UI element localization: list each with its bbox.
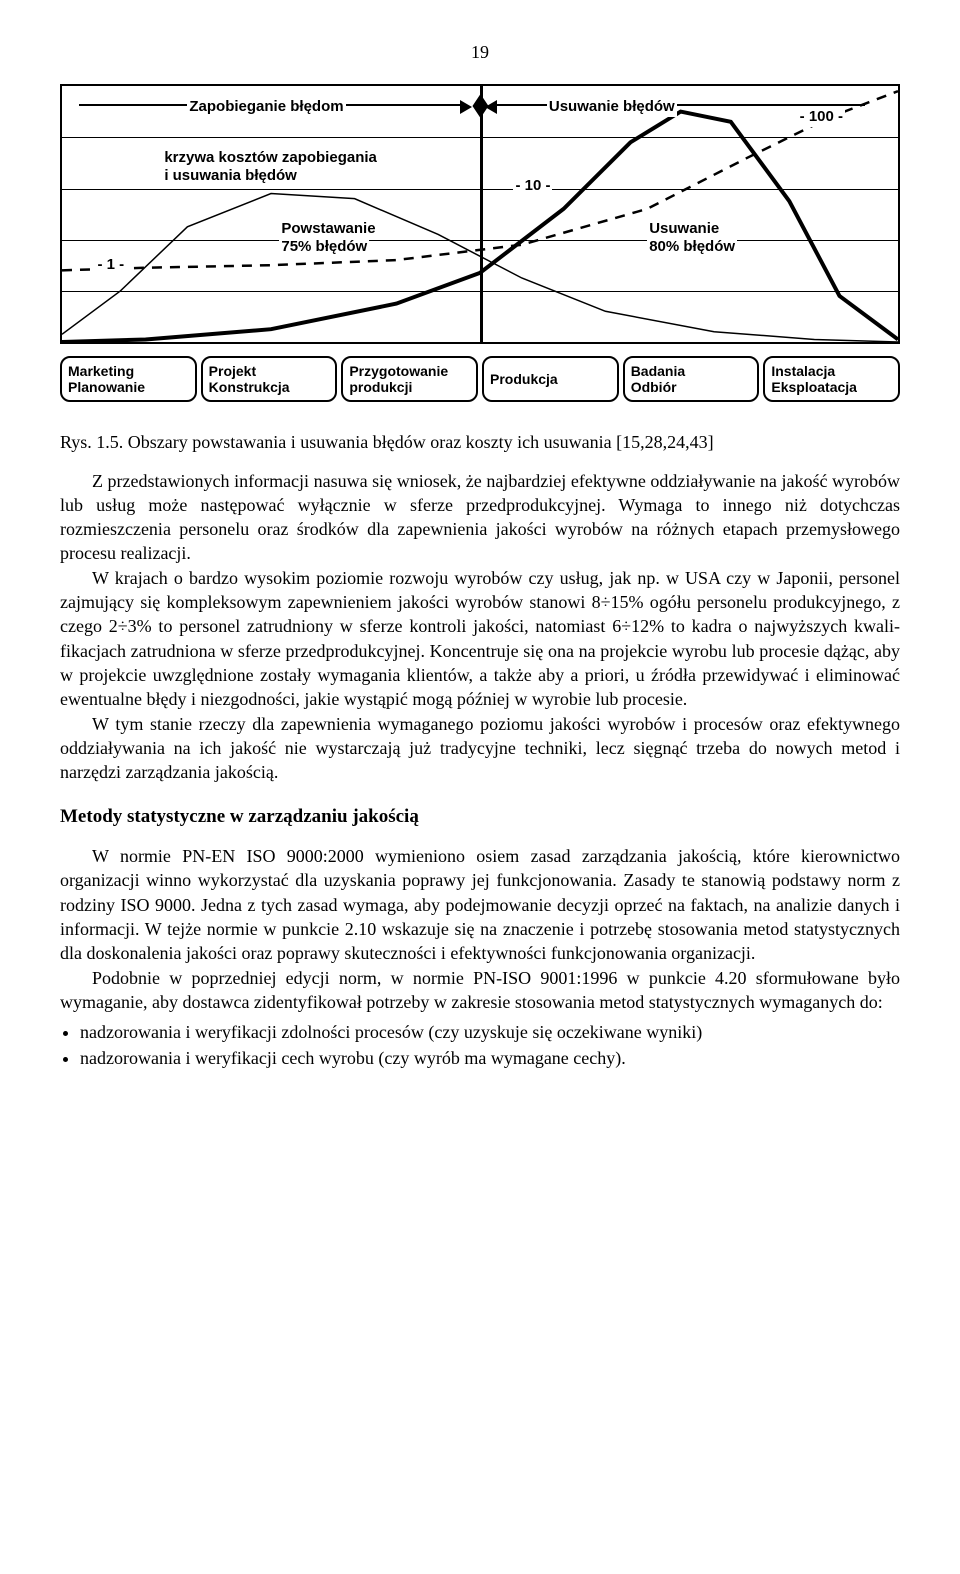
phase-marketing: MarketingPlanowanie [60,356,197,402]
top-label-left: Zapobieganie błędom [187,97,345,117]
bullet-list: nadzorowania i weryfikacji zdolności pro… [60,1020,900,1071]
phase-przygotowanie: Przygotowanieprodukcji [341,356,478,402]
removal-80-label-2: 80% błędów [647,237,737,257]
paragraph-2: W krajach o bardzo wysokim poziomie rozw… [60,566,900,712]
page-number: 19 [60,40,900,64]
paragraph-1: Z przedstawionych informacji nasuwa się … [60,469,900,566]
section-heading: Metody statystyczne w zarządzaniu jakośc… [60,804,900,830]
paragraph-5: Podobnie w poprzedniej edycji norm, w no… [60,966,900,1015]
figure-1-5: Zapobieganie błędom Usuwanie błędów krzy… [60,84,900,402]
phase-badania: BadaniaOdbiór [623,356,760,402]
phase-instalacja: InstalacjaEksploatacja [763,356,900,402]
scale-1: - 1 - [95,255,126,275]
origin-75-label-2: 75% błędów [279,237,369,257]
scale-10: - 10 - [513,176,552,196]
figure-caption: Rys. 1.5. Obszary powstawania i usuwania… [60,430,900,454]
paragraph-4: W normie PN-EN ISO 9000:2000 wymieniono … [60,844,900,965]
phase-produkcja: Produkcja [482,356,619,402]
phase-projekt: ProjektKonstrukcja [201,356,338,402]
paragraph-3: W tym stanie rzeczy dla zapewnienia wyma… [60,712,900,785]
cost-curve-label-2: i usuwania błędów [162,166,299,186]
phase-boxes-row: MarketingPlanowanie ProjektKonstrukcja P… [60,356,900,402]
top-label-right: Usuwanie błędów [547,97,677,117]
bullet-2: nadzorowania i weryfikacji cech wyrobu (… [80,1046,900,1070]
curves-svg [62,86,898,342]
chart-container: Zapobieganie błędom Usuwanie błędów krzy… [60,84,900,344]
bullet-1: nadzorowania i weryfikacji zdolności pro… [80,1020,900,1044]
scale-100: - 100 - [798,107,845,127]
